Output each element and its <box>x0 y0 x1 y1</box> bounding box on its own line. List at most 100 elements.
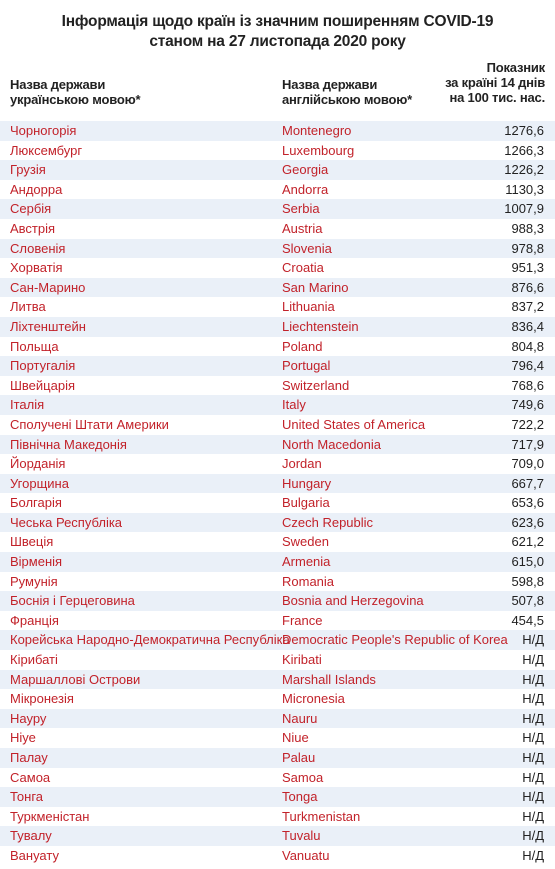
country-name-en: Vanuatu <box>282 847 330 863</box>
table-row: Швеція Sweden 621,2 <box>0 532 555 553</box>
country-name-en: Micronesia <box>282 691 345 707</box>
country-name-en: Hungary <box>282 475 332 491</box>
country-name-ua: Сполучені Штати Америки <box>10 416 169 432</box>
header-en-line-2: англійською мовою* <box>282 92 412 107</box>
country-name-ua: Самоа <box>10 769 51 785</box>
incidence-value: Н/Д <box>522 730 544 746</box>
country-name-ua: Йорданія <box>10 456 66 472</box>
incidence-value: Н/Д <box>522 671 544 687</box>
country-name-ua: Чорногорія <box>10 123 77 138</box>
incidence-value: Н/Д <box>522 750 544 765</box>
country-name-en: Democratic People's Republic of Korea <box>282 632 508 648</box>
table-row: Туркменістан Turkmenistan Н/Д <box>0 806 555 827</box>
country-name-ua: Угорщина <box>10 475 69 491</box>
table-row: Андорра Andorra 1130,3 <box>0 179 555 200</box>
country-name-ua: Тонга <box>10 789 44 805</box>
table-row: Північна Македонія North Macedonia 717,9 <box>0 434 555 455</box>
country-name-en: Marshall Islands <box>282 671 376 687</box>
table-row: Словенія Slovenia 978,8 <box>0 238 555 259</box>
country-name-en: Armenia <box>282 554 331 570</box>
country-name-ua: Науру <box>10 710 47 726</box>
header-en-name: Назва держави англійською мовою* <box>282 77 442 107</box>
country-name-ua: Мікронезія <box>10 691 74 707</box>
country-name-ua: Маршаллові Острови <box>10 671 141 687</box>
country-name-en: Sweden <box>282 534 329 550</box>
country-name-en: Samoa <box>282 769 324 785</box>
incidence-value: 722,2 <box>511 416 544 432</box>
country-name-en: France <box>282 612 323 628</box>
country-name-en: San Marino <box>282 279 349 295</box>
title-line-2: станом на 27 листопада 2020 року <box>149 33 406 50</box>
table-row: Грузія Georgia 1226,2 <box>0 160 555 180</box>
table-row: Йорданія Jordan 709,0 <box>0 454 555 474</box>
country-name-en: Czech Republic <box>282 514 374 530</box>
table-row: Болгарія Bulgaria 653,6 <box>0 493 555 513</box>
incidence-value: 768,6 <box>511 377 544 393</box>
country-name-ua: Швейцарія <box>10 377 75 393</box>
country-name-en: Bosnia and Herzegovina <box>282 593 424 609</box>
country-name-ua: Вануату <box>10 847 59 863</box>
country-name-ua: Хорватія <box>10 260 63 276</box>
table-row: Хорватія Croatia 951,3 <box>0 258 555 278</box>
incidence-value: 978,8 <box>511 240 544 256</box>
table-row: Румунія Romania 598,8 <box>0 571 555 592</box>
incidence-value: 749,6 <box>511 397 544 413</box>
country-name-en: United States of America <box>282 416 426 432</box>
country-name-ua: Північна Македонія <box>10 436 127 452</box>
incidence-value: Н/Д <box>522 652 544 668</box>
table-row: Сполучені Штати Америки United States of … <box>0 414 555 435</box>
country-name-ua: Болгарія <box>10 495 62 511</box>
country-name-ua: Ніуе <box>10 730 36 746</box>
incidence-value: 717,9 <box>511 436 544 452</box>
country-name-en: Serbia <box>282 201 320 217</box>
incidence-value: 837,2 <box>511 299 544 315</box>
country-name-ua: Туркменістан <box>10 808 90 824</box>
table-row: Чеська Республіка Czech Republic 623,6 <box>0 512 555 533</box>
incidence-value: 623,6 <box>511 514 544 530</box>
table-row: Польща Poland 804,8 <box>0 336 555 357</box>
table-row: Маршаллові Острови Marshall Islands Н/Д <box>0 669 555 690</box>
incidence-value: Н/Д <box>522 632 544 648</box>
incidence-value: 796,4 <box>511 358 544 374</box>
incidence-value: 598,8 <box>511 573 544 589</box>
header-ua-name: Назва держави українською мовою* <box>10 77 270 107</box>
country-name-ua: Сербія <box>10 201 52 217</box>
country-name-ua: Португалія <box>10 358 76 374</box>
country-name-ua: Корейська Народно-Демократична Республік… <box>10 632 290 648</box>
table-row: Науру Nauru Н/Д <box>0 708 555 729</box>
country-name-ua: Андорра <box>10 181 63 197</box>
country-name-en: Slovenia <box>282 240 332 256</box>
incidence-value: 621,2 <box>511 534 544 550</box>
table-row: Франція France 454,5 <box>0 610 555 631</box>
country-name-ua: Швеція <box>10 534 54 550</box>
incidence-value: 1226,2 <box>504 162 544 178</box>
table-row: Литва Lithuania 837,2 <box>0 297 555 317</box>
table-row: Вануату Vanuatu Н/Д <box>0 845 555 866</box>
country-name-ua: Боснія і Герцеговина <box>10 593 135 609</box>
country-name-ua: Румунія <box>10 573 58 589</box>
incidence-value: 1007,9 <box>504 201 544 217</box>
incidence-value: Н/Д <box>522 789 544 805</box>
table-header: Назва держави українською мовою* Назва д… <box>0 60 555 120</box>
country-name-ua: Австрія <box>10 220 56 236</box>
incidence-value: Н/Д <box>522 710 544 726</box>
table-row: Сербія Serbia 1007,9 <box>0 199 555 219</box>
incidence-value: 1266,3 <box>504 142 544 158</box>
country-name-ua: Палау <box>10 750 48 765</box>
header-en-line-1: Назва держави <box>282 77 378 92</box>
incidence-value: 1276,6 <box>504 123 544 138</box>
table-row: Люксембург Luxembourg 1266,3 <box>0 140 555 161</box>
table-row: Ніуе Niue Н/Д <box>0 728 555 748</box>
table-row: Італія Italy 749,6 <box>0 395 555 415</box>
country-name-en: Portugal <box>282 358 331 374</box>
page-title: Інформація щодо країн із значним поширен… <box>0 12 555 52</box>
incidence-value: 951,3 <box>511 260 544 276</box>
table-row: Палау Palau Н/Д <box>0 748 555 768</box>
table-row: Корейська Народно-Демократична Республік… <box>0 630 555 651</box>
incidence-value: 454,5 <box>511 612 544 628</box>
incidence-value: 836,4 <box>511 318 544 334</box>
incidence-value: 615,0 <box>511 554 544 570</box>
country-name-ua: Сан-Марино <box>10 279 86 295</box>
header-value-line-2: за країні 14 днів <box>445 75 545 90</box>
